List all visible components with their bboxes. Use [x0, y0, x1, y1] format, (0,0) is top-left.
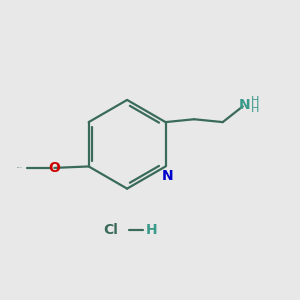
Text: O: O	[48, 161, 60, 175]
Text: methoxy: methoxy	[17, 167, 23, 168]
Text: H: H	[146, 223, 157, 237]
Text: N: N	[162, 169, 174, 183]
Text: H: H	[251, 96, 260, 106]
Text: H: H	[251, 104, 260, 114]
Text: Cl: Cl	[104, 223, 119, 237]
Text: N: N	[238, 98, 250, 112]
